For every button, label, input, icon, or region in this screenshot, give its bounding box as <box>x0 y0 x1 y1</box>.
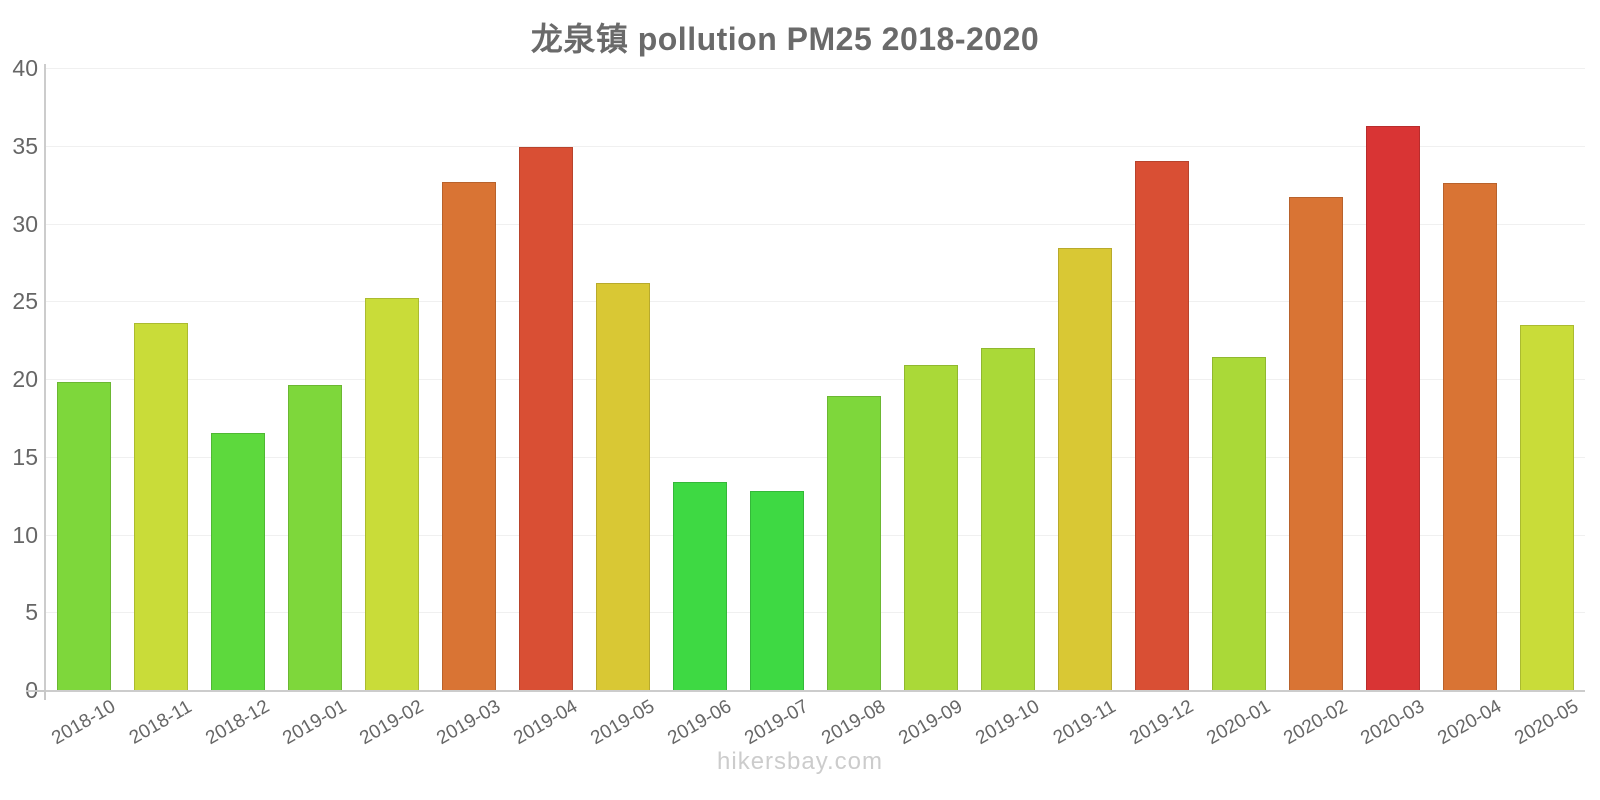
bar-2019-02[interactable] <box>365 298 420 690</box>
bar-2019-03[interactable] <box>442 181 497 690</box>
y-axis <box>44 64 46 690</box>
x-tick-label-2019-11: 2019-11 <box>1049 696 1120 749</box>
x-tick-label-2019-12: 2019-12 <box>1126 696 1197 750</box>
x-tick-label-2020-01: 2020-01 <box>1203 696 1274 750</box>
x-tick-label-2019-01: 2019-01 <box>279 696 351 750</box>
y-tick-label-35: 35 <box>12 132 38 159</box>
bar-2019-11[interactable] <box>1057 248 1112 690</box>
gridline-40 <box>46 68 1585 69</box>
bar-2020-05[interactable] <box>1519 324 1574 690</box>
x-axis <box>44 690 1585 692</box>
bar-2019-04[interactable] <box>519 147 574 690</box>
x-tick-label-2020-02: 2020-02 <box>1279 696 1351 750</box>
bar-2019-01[interactable] <box>288 385 343 690</box>
y-tick-label-20: 20 <box>12 366 38 392</box>
chart-title: 龙泉镇 pollution PM25 2018-2020 <box>530 21 1040 57</box>
y-tick-label-40: 40 <box>12 55 38 81</box>
x-tick-label-2019-10: 2019-10 <box>972 696 1044 750</box>
y-tick-label-5: 5 <box>25 599 38 626</box>
x-tick-label-2019-03: 2019-03 <box>433 696 505 750</box>
bar-2019-07[interactable] <box>750 490 805 690</box>
x-tick-label-2019-06: 2019-06 <box>664 696 736 750</box>
gridline-25 <box>46 301 1585 303</box>
bar-2020-04[interactable] <box>1442 183 1497 690</box>
bar-2020-01[interactable] <box>1211 357 1266 690</box>
gridline-30 <box>46 223 1585 225</box>
x-tick-label-2019-08: 2019-08 <box>818 696 890 750</box>
bar-2019-08[interactable] <box>826 396 881 690</box>
y-tick-label-30: 30 <box>12 210 38 237</box>
bar-2019-09[interactable] <box>903 365 958 690</box>
bar-2019-12[interactable] <box>1134 161 1189 690</box>
x-tick-label-2020-05: 2020-05 <box>1510 696 1582 750</box>
gridline-20 <box>46 379 1585 380</box>
x-tick-label-2019-09: 2019-09 <box>895 696 967 750</box>
bar-2019-10[interactable] <box>980 347 1035 690</box>
watermark: hikersbay.com <box>717 748 883 775</box>
x-tick-label-2018-11: 2018-11 <box>126 696 197 749</box>
bar-2020-03[interactable] <box>1365 125 1420 690</box>
bar-2020-02[interactable] <box>1288 197 1343 690</box>
x-tick-label-2019-04: 2019-04 <box>510 696 582 750</box>
gridline-10 <box>46 534 1585 536</box>
bar-2019-05[interactable] <box>596 282 651 690</box>
gridline-15 <box>46 456 1585 458</box>
bar-2019-06[interactable] <box>673 481 728 690</box>
x-tick-label-2019-07: 2019-07 <box>741 696 813 750</box>
origin-tick-vertical <box>44 690 46 700</box>
gridline-35 <box>46 145 1585 147</box>
bar-2018-11[interactable] <box>134 323 189 690</box>
x-tick-label-2018-12: 2018-12 <box>202 696 274 750</box>
x-tick-label-2020-03: 2020-03 <box>1356 696 1428 750</box>
bar-2018-12[interactable] <box>211 433 266 690</box>
x-tick-label-2019-02: 2019-02 <box>356 696 428 750</box>
y-tick-label-15: 15 <box>12 443 38 470</box>
bar-2018-10[interactable] <box>57 382 112 690</box>
gridline-5 <box>46 612 1585 614</box>
x-tick-label-2020-04: 2020-04 <box>1433 696 1505 750</box>
y-tick-label-25: 25 <box>12 288 38 315</box>
y-tick-label-10: 10 <box>12 521 38 548</box>
origin-tick-horizontal <box>26 690 44 692</box>
x-tick-label-2018-10: 2018-10 <box>48 696 120 750</box>
x-tick-label-2019-05: 2019-05 <box>587 696 659 750</box>
